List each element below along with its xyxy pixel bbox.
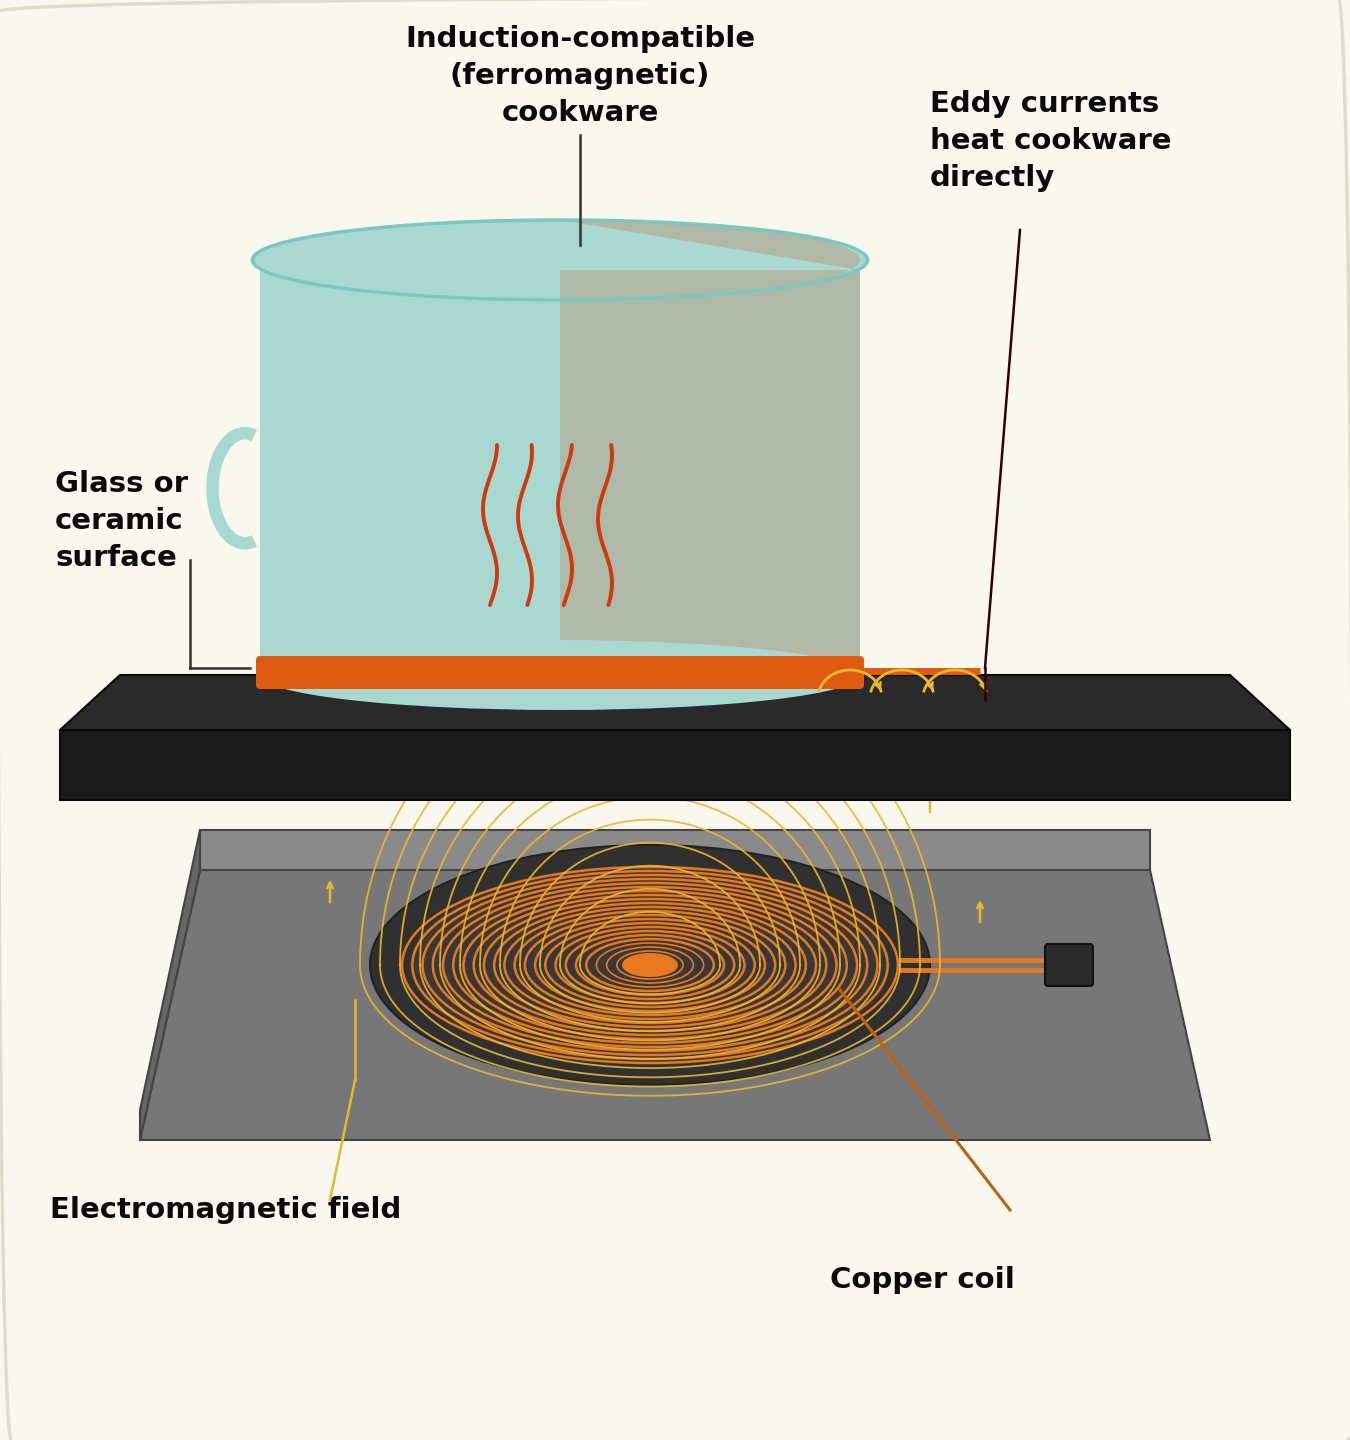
Text: Induction-compatible
(ferromagnetic)
cookware: Induction-compatible (ferromagnetic) coo…	[405, 24, 755, 127]
Text: Eddy currents
heat cookware
directly: Eddy currents heat cookware directly	[930, 91, 1172, 192]
Polygon shape	[560, 261, 860, 675]
Polygon shape	[140, 829, 200, 1140]
Text: Glass or
ceramic
surface: Glass or ceramic surface	[55, 469, 188, 572]
Text: Copper coil: Copper coil	[830, 1266, 1015, 1295]
Polygon shape	[560, 220, 860, 300]
Polygon shape	[200, 829, 1150, 870]
Polygon shape	[59, 675, 1291, 730]
FancyBboxPatch shape	[1045, 945, 1094, 986]
FancyBboxPatch shape	[256, 657, 864, 688]
Ellipse shape	[370, 845, 930, 1084]
Ellipse shape	[622, 953, 678, 976]
Ellipse shape	[410, 865, 890, 1066]
Polygon shape	[261, 261, 560, 675]
Ellipse shape	[252, 220, 868, 300]
Ellipse shape	[261, 639, 860, 710]
Text: Electromagnetic field: Electromagnetic field	[50, 1197, 401, 1224]
Polygon shape	[140, 870, 1210, 1140]
Polygon shape	[59, 730, 1291, 801]
